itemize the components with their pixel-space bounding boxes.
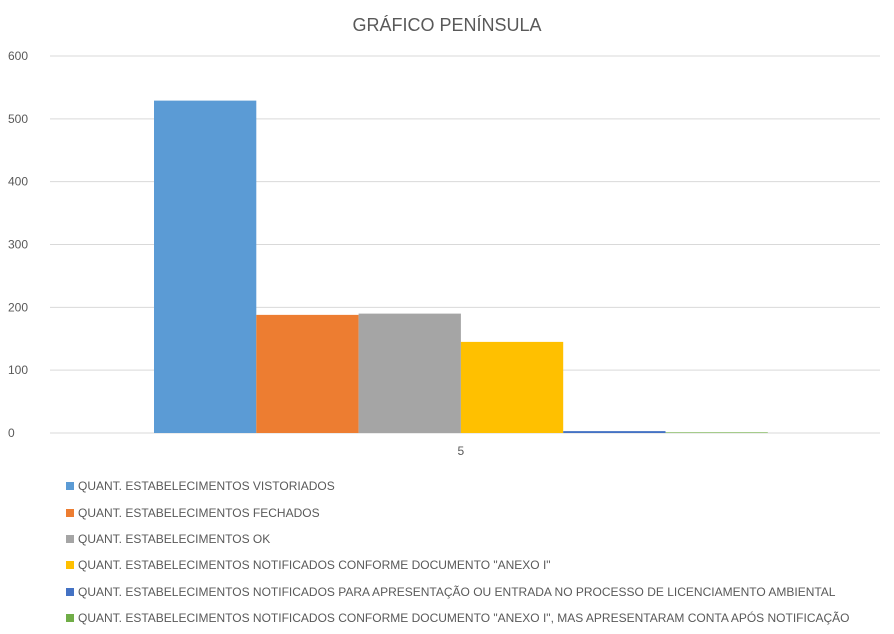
y-tick-label: 100 bbox=[8, 363, 28, 377]
chart-title: GRÁFICO PENÍNSULA bbox=[352, 15, 541, 35]
legend-label: QUANT. ESTABELECIMENTOS NOTIFICADOS PARA… bbox=[78, 584, 836, 599]
bar-series-5 bbox=[563, 431, 666, 433]
legend-swatch bbox=[66, 508, 74, 517]
legend-item: QUANT. ESTABELECIMENTOS VISTORIADOS bbox=[66, 473, 850, 499]
legend-label: QUANT. ESTABELECIMENTOS NOTIFICADOS CONF… bbox=[78, 611, 850, 626]
bars bbox=[154, 100, 768, 433]
bar-series-4 bbox=[460, 341, 564, 433]
legend: QUANT. ESTABELECIMENTOS VISTORIADOS QUANT… bbox=[66, 473, 850, 631]
legend-label: QUANT. ESTABELECIMENTOS VISTORIADOS bbox=[78, 479, 335, 494]
bar-series-6 bbox=[665, 432, 768, 433]
legend-label: QUANT. ESTABELECIMENTOS OK bbox=[78, 531, 271, 546]
y-tick-label: 400 bbox=[8, 175, 28, 189]
y-tick-label: 300 bbox=[8, 238, 28, 252]
legend-item: QUANT. ESTABELECIMENTOS NOTIFICADOS CONF… bbox=[66, 552, 850, 578]
legend-swatch bbox=[66, 534, 74, 543]
legend-swatch bbox=[66, 587, 74, 596]
y-axis: 0 100 200 300 400 500 600 bbox=[8, 49, 28, 440]
bar-series-2 bbox=[256, 314, 359, 433]
bar-series-3 bbox=[358, 313, 461, 433]
legend-swatch bbox=[66, 614, 74, 623]
x-tick-label: 5 bbox=[458, 444, 465, 458]
legend-item: QUANT. ESTABELECIMENTOS FECHADOS bbox=[66, 499, 850, 525]
bar-series-1 bbox=[154, 100, 257, 433]
x-axis: 5 bbox=[458, 444, 465, 458]
y-tick-label: 600 bbox=[8, 49, 28, 63]
legend-label: QUANT. ESTABELECIMENTOS FECHADOS bbox=[78, 505, 320, 520]
legend-item: QUANT. ESTABELECIMENTOS NOTIFICADOS CONF… bbox=[66, 605, 850, 631]
y-tick-label: 200 bbox=[8, 300, 28, 314]
legend-swatch bbox=[66, 482, 74, 491]
legend-item: QUANT. ESTABELECIMENTOS OK bbox=[66, 526, 850, 552]
legend-swatch bbox=[66, 561, 74, 570]
y-tick-label: 500 bbox=[8, 112, 28, 126]
y-tick-label: 0 bbox=[8, 426, 15, 440]
legend-item: QUANT. ESTABELECIMENTOS NOTIFICADOS PARA… bbox=[66, 579, 850, 605]
legend-label: QUANT. ESTABELECIMENTOS NOTIFICADOS CONF… bbox=[78, 558, 551, 573]
